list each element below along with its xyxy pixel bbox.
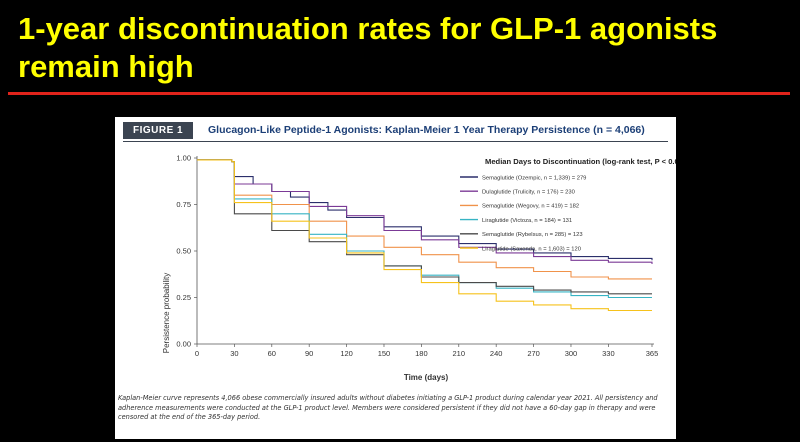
kaplan-meier-chart: 0 30 60 90 120 150 180 210 240 270 300 330 365 0.00 0.… [162, 154, 676, 383]
legend-entry: Semaglutide (Wegovy, n = 419) = 182 [482, 204, 579, 210]
y-tick-label: 0.75 [176, 200, 191, 209]
x-tick-label: 240 [490, 349, 503, 358]
legend-entry: Semaglutide (Ozempic, n = 1,339) = 279 [482, 175, 586, 181]
x-tick-label: 330 [602, 349, 615, 358]
figure-panel: FIGURE 1 Glucagon-Like Peptide-1 Agonist… [115, 117, 676, 439]
legend-entry: Semaglutide (Rybelsus, n = 285) = 123 [482, 232, 583, 238]
y-tick-label: 0.25 [176, 293, 191, 302]
figure-title: Glucagon-Like Peptide-1 Agonists: Kaplan… [208, 124, 645, 136]
y-tick-label: 1.00 [176, 154, 191, 163]
x-axis-label: Time (days) [404, 373, 449, 382]
x-tick-label: 210 [453, 349, 466, 358]
y-tick-label: 0.00 [176, 340, 191, 349]
x-tick-label: 365 [646, 349, 659, 358]
slide-title: 1-year discontinuation rates for GLP-1 a… [18, 11, 718, 84]
figure-header: FIGURE 1 Glucagon-Like Peptide-1 Agonist… [115, 117, 676, 143]
x-tick-label: 270 [527, 349, 540, 358]
chart-axes: 0 30 60 90 120 150 180 210 240 270 300 330 365 0.00 0.… [176, 154, 658, 359]
x-tick-label: 0 [195, 349, 199, 358]
x-tick-label: 30 [230, 349, 238, 358]
x-tick-label: 300 [565, 349, 578, 358]
x-tick-label: 150 [378, 349, 391, 358]
chart-series [197, 159, 653, 312]
title-divider [8, 92, 790, 95]
series-line [197, 159, 652, 280]
series-line [197, 159, 652, 312]
x-tick-label: 60 [268, 349, 276, 358]
y-axis-label: Persistence probability [162, 273, 171, 353]
legend-entry: Liraglutide (Saxenda, n = 1,603) = 120 [482, 246, 581, 252]
legend-title: Median Days to Discontinuation (log-rank… [485, 157, 676, 166]
legend-entry: Dulaglutide (Trulicity, n = 176) = 230 [482, 190, 575, 196]
x-tick-label: 90 [305, 349, 313, 358]
figure-tag: FIGURE 1 [123, 122, 194, 139]
figure-header-rule [123, 141, 668, 142]
y-tick-label: 0.50 [176, 247, 191, 256]
x-tick-label: 120 [340, 349, 353, 358]
figure-footnote: Kaplan-Meier curve represents 4,066 obes… [118, 394, 658, 421]
legend-entry: Liraglutide (Victoza, n = 184) = 131 [482, 218, 572, 224]
series-line [197, 159, 653, 264]
series-line [197, 159, 653, 261]
series-line [197, 159, 652, 295]
chart-legend: Median Days to Discontinuation (log-rank… [460, 157, 676, 252]
x-tick-label: 180 [415, 349, 428, 358]
